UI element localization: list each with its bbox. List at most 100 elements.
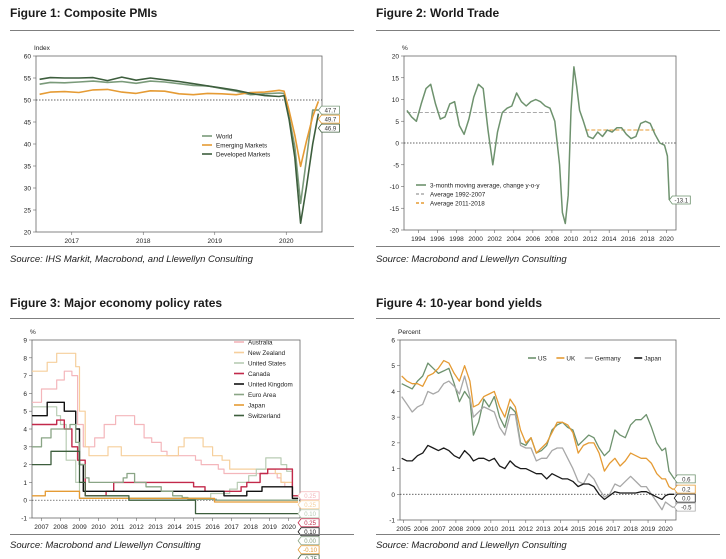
end-value-box — [297, 536, 320, 546]
y-tick-label: 3 — [391, 415, 395, 422]
x-tick-label: 2018 — [623, 526, 638, 533]
end-value-label: 0.25 — [304, 503, 316, 509]
end-value-label: -13.1 — [674, 198, 688, 204]
y-axis-label: % — [402, 45, 408, 52]
y-tick-label: -20 — [390, 228, 400, 235]
x-tick-label: 2015 — [186, 524, 201, 531]
end-value-label: -0.10 — [303, 548, 317, 554]
end-value-tag: 46.9 — [317, 123, 340, 133]
end-value-label: 0.2 — [682, 488, 691, 494]
end-value-label: 0.25 — [304, 521, 316, 527]
y-tick-label: -1 — [21, 516, 27, 523]
end-value-box — [297, 545, 320, 555]
legend-entry: Canada — [248, 371, 271, 378]
end-value-label: 49.7 — [325, 118, 337, 124]
x-tick-label: 2010 — [484, 526, 499, 533]
y-tick-label: 2 — [23, 462, 27, 469]
x-tick-label: 2019 — [262, 524, 277, 531]
x-tick-label: 2007 — [431, 526, 446, 533]
legend-entry: Emerging Markets — [216, 142, 267, 149]
figure-3-source: Source: Macrobond and Llewellyn Consulti… — [10, 540, 201, 551]
end-value-tag: -0.5 — [673, 502, 696, 512]
x-tick-label: 2002 — [487, 236, 502, 243]
series-line — [32, 423, 299, 501]
end-value-box — [317, 123, 340, 133]
legend-entry: World — [216, 133, 233, 140]
series-line — [32, 450, 299, 515]
y-tick-label: 55 — [24, 76, 32, 83]
y-tick-label: 60 — [24, 54, 32, 61]
end-value-tag: -0.10 — [297, 545, 320, 555]
y-axis-label: % — [30, 329, 36, 336]
series-line — [32, 352, 299, 497]
y-tick-label: 4 — [23, 427, 27, 434]
y-tick-label: -5 — [393, 162, 399, 169]
x-tick-label: 2013 — [148, 524, 163, 531]
legend-entry: Japan — [248, 402, 266, 409]
y-axis-label: Index — [34, 45, 51, 52]
x-tick-label: 2017 — [606, 526, 621, 533]
y-tick-label: 15 — [392, 75, 400, 82]
figure-4-top-rule — [376, 318, 720, 319]
end-value-label: 0.6 — [682, 477, 691, 483]
y-tick-label: 30 — [24, 186, 32, 193]
y-tick-label: 3 — [23, 444, 27, 451]
x-tick-label: 2008 — [545, 236, 560, 243]
figure-4-title: Figure 4: 10-year bond yields — [376, 296, 543, 310]
figure-1-title: Figure 1: Composite PMIs — [10, 6, 158, 20]
x-tick-label: 2014 — [553, 526, 568, 533]
x-tick-label: 2008 — [53, 524, 68, 531]
y-tick-label: 4 — [391, 389, 395, 396]
x-tick-label: 2018 — [136, 238, 151, 245]
figure-1-bottom-rule — [10, 246, 354, 247]
end-value-tag: 0.25 — [297, 491, 320, 501]
legend-entry: Australia — [248, 339, 273, 346]
x-tick-label: 2007 — [34, 524, 49, 531]
x-tick-label: 2016 — [205, 524, 220, 531]
end-value-label: -0.75 — [303, 557, 317, 559]
end-value-box — [297, 518, 320, 528]
y-tick-label: 0 — [395, 141, 399, 148]
y-tick-label: 0 — [391, 492, 395, 499]
end-value-label: 0.0 — [682, 497, 691, 503]
figure-1-chart: Index 20 25 30 35 40 45 50 55 60 2017 2018 2019 2020 4… — [24, 45, 340, 245]
figure-3-chart: % -1 0 1 2 3 4 5 6 7 8 9 2007 2008 2009 2010 2011 2012 201… — [21, 329, 320, 559]
end-value-box — [673, 484, 696, 494]
x-tick-label: 2014 — [602, 236, 617, 243]
legend-entry: United Kingdom — [248, 381, 293, 388]
x-tick-label: 2019 — [641, 526, 656, 533]
figure-2-panel: Figure 2: World Trade % -20 -15 -10 -5 0 5 10 15… — [376, 6, 720, 268]
end-value-box — [673, 493, 696, 503]
end-value-tag: 0.00 — [297, 536, 320, 546]
end-value-tag: 0.2 — [673, 484, 696, 494]
x-tick-label: 2016 — [588, 526, 603, 533]
y-tick-label: 35 — [24, 164, 32, 171]
x-tick-label: 2020 — [658, 526, 673, 533]
end-value-box — [673, 474, 696, 484]
end-value-tag: 0.25 — [297, 518, 320, 528]
figure-2-source: Source: Macrobond and Llewellyn Consulti… — [376, 254, 567, 265]
legend-entry: Japan — [644, 355, 662, 362]
y-tick-label: 0 — [23, 498, 27, 505]
x-tick-label: 2018 — [243, 524, 258, 531]
plot-frame — [399, 339, 677, 521]
series-line — [39, 88, 320, 168]
end-value-box — [297, 527, 320, 537]
y-tick-label: 6 — [23, 391, 27, 398]
figure-2-chart: % -20 -15 -10 -5 0 5 10 15 20 1994 1996 1998 2000 2002… — [390, 45, 691, 243]
x-tick-label: 2017 — [65, 238, 80, 245]
x-tick-label: 2005 — [396, 526, 411, 533]
end-value-tag: -13.1 — [668, 195, 691, 205]
end-value-box — [297, 500, 320, 510]
x-tick-label: 2012 — [519, 526, 534, 533]
figure-1-panel: Figure 1: Composite PMIs Index 20 25 30 35 40… — [10, 6, 354, 268]
end-value-box — [297, 509, 320, 519]
y-tick-label: 25 — [24, 208, 32, 215]
end-value-box — [317, 114, 340, 124]
series-line — [401, 375, 675, 511]
series-line — [32, 419, 299, 497]
series-line — [401, 362, 675, 480]
end-value-box — [673, 502, 696, 512]
y-axis-label: Percent — [398, 329, 421, 336]
y-tick-label: -15 — [390, 206, 400, 213]
